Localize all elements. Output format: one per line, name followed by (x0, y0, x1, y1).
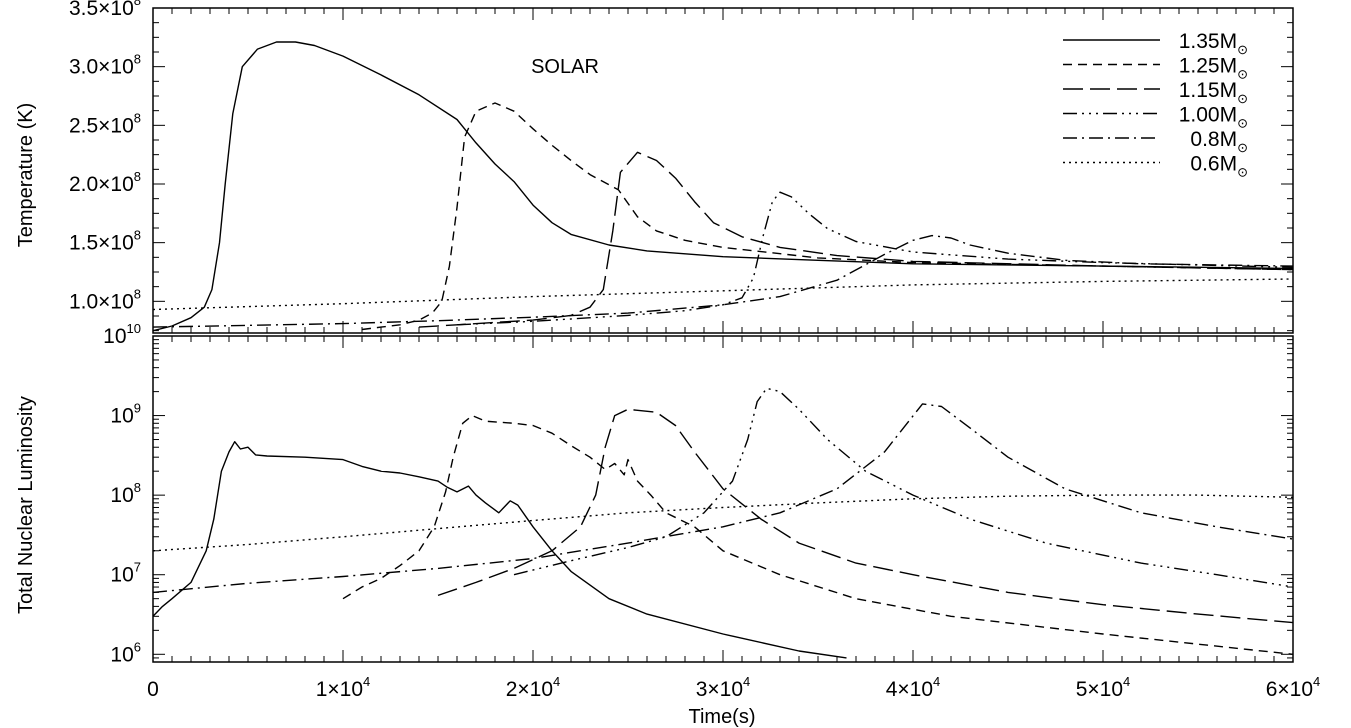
temperature-series-line-1 (361, 102, 1293, 331)
legend-label-2: 1.15M⊙ (1179, 79, 1248, 106)
luminosity-series-line-2 (437, 408, 1293, 624)
temperature-y-tick-label: 1.0×108 (69, 286, 141, 313)
temperature-y-tick-label: 3.0×108 (69, 52, 141, 79)
luminosity-series-line-1 (342, 414, 1293, 655)
temperature-panel: 1.0×108 1.5×108 2.0×108 2.5×108 3.0×108 3.5×1… (69, 0, 1294, 334)
luminosity-axis-title: Total Nuclear Luminosity (15, 396, 37, 614)
legend: 1.35M⊙1.25M⊙1.15M⊙1.00M⊙0.8M⊙0.6M⊙ (1063, 30, 1248, 180)
x-tick-label: 4×104 (886, 674, 941, 701)
x-tick-label: 6×104 (1266, 674, 1321, 701)
legend-label-3: 1.00M⊙ (1179, 104, 1248, 131)
legend-label-1: 1.25M⊙ (1179, 55, 1248, 82)
luminosity-y-tick-label: 108 (110, 480, 141, 507)
legend-label-5: 0.6M⊙ (1190, 153, 1248, 180)
temperature-series-line-2 (418, 151, 1293, 328)
luminosity-series-line-0 (153, 441, 847, 659)
time-axis-title: Time(s) (688, 706, 755, 728)
temperature-series-line-3 (456, 191, 1293, 326)
solar-annotation: SOLAR (531, 56, 599, 78)
temperature-series-line-4 (153, 234, 1293, 328)
luminosity-y-tick-label: 107 (110, 560, 141, 587)
luminosity-y-tick-label: 1010 (103, 321, 141, 348)
x-tick-label: 3×104 (696, 674, 751, 701)
legend-label-4: 0.8M⊙ (1190, 128, 1248, 155)
luminosity-plot-frame (152, 335, 1294, 663)
luminosity-y-tick-label: 109 (110, 401, 141, 428)
temperature-series-line-5 (153, 278, 1293, 311)
luminosity-series-line-3 (513, 387, 1293, 588)
x-tick-label: 0 (147, 678, 159, 701)
temperature-y-tick-label: 3.5×108 (69, 0, 141, 20)
temperature-axis-title: Temperature (K) (15, 103, 37, 248)
x-tick-label: 1×104 (316, 674, 371, 701)
luminosity-panel: 106 107 108 109 1010 0 1×104 2×104 3×104 4×104 5×1… (103, 321, 1320, 701)
temperature-y-tick-label: 2.0×108 (69, 169, 141, 196)
x-tick-label: 5×104 (1076, 674, 1131, 701)
legend-label-0: 1.35M⊙ (1179, 30, 1248, 57)
temperature-y-tick-label: 1.5×108 (69, 228, 141, 255)
luminosity-series-line-4 (153, 403, 1293, 594)
temperature-plot-frame (152, 7, 1294, 334)
luminosity-y-tick-label: 106 (110, 639, 141, 666)
x-tick-label: 2×104 (506, 674, 561, 701)
temperature-y-tick-label: 2.5×108 (69, 110, 141, 137)
luminosity-series-line-5 (153, 494, 1293, 552)
temperature-series-line-0 (153, 41, 1293, 332)
